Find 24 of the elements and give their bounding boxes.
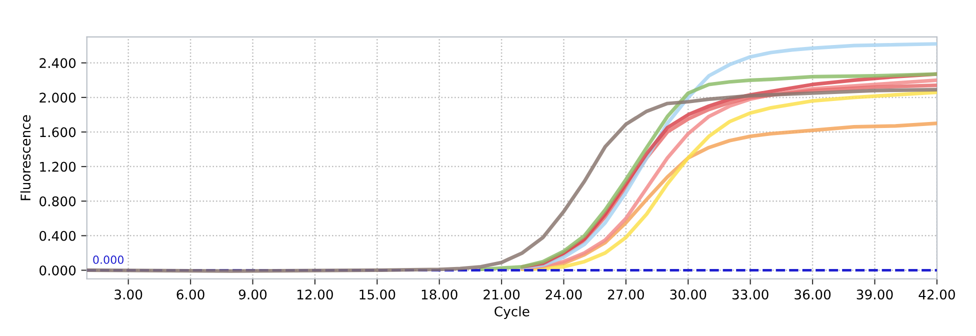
x-tick-label: 18.00 (422, 290, 458, 300)
x-tick-label: 36.00 (794, 290, 831, 300)
x-tick-label: 39.00 (856, 290, 893, 300)
y-tick-label: 1.200 (40, 162, 76, 172)
x-tick-label: 21.00 (484, 290, 520, 300)
x-tick-label: 24.00 (546, 290, 582, 300)
y-tick-label: 1.600 (40, 127, 76, 138)
y-tick-label: 2.000 (40, 92, 76, 103)
x-tick-label: 9.00 (238, 290, 267, 300)
x-tick-label: 27.00 (608, 290, 644, 300)
x-tick-label: 15.00 (360, 290, 396, 300)
x-axis-title: Cycle (494, 306, 530, 320)
y-tick-label: 0.400 (40, 230, 76, 241)
y-tick-label: 0.000 (40, 265, 76, 276)
x-tick-label: 12.00 (298, 290, 333, 300)
ref-line-label: 0.000 (93, 256, 124, 264)
y-tick-label: 0.800 (40, 196, 76, 206)
x-tick-label: 3.00 (114, 290, 142, 300)
x-tick-label: 30.00 (670, 290, 706, 300)
y-tick-label: 2.400 (40, 58, 76, 68)
y-axis-title: Fluorescence (20, 115, 31, 200)
x-tick-label: 6.00 (176, 290, 204, 300)
x-tick-label: 33.00 (732, 290, 768, 300)
x-tick-label: 42.00 (918, 290, 955, 300)
